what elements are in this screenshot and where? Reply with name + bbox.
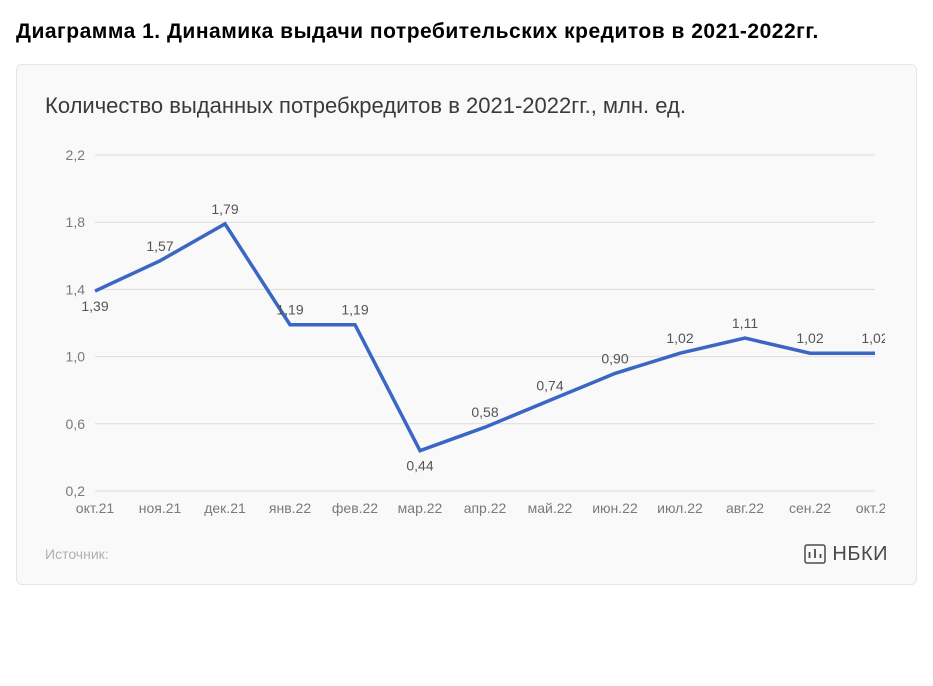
chart-area: 0,2 0,6 1,0 1,4 1,8 2,2 1,39 1,57 1,79 1,19 1,19 0,… (45, 145, 888, 525)
svg-text:1,57: 1,57 (146, 237, 173, 253)
svg-text:1,11: 1,11 (732, 315, 758, 331)
svg-text:апр.22: апр.22 (464, 500, 507, 516)
svg-text:мар.22: мар.22 (398, 500, 443, 516)
line-chart: 0,2 0,6 1,0 1,4 1,8 2,2 1,39 1,57 1,79 1,19 1,19 0,… (45, 145, 885, 525)
svg-text:1,19: 1,19 (341, 301, 368, 317)
svg-text:1,4: 1,4 (66, 281, 86, 297)
svg-text:янв.22: янв.22 (269, 500, 311, 516)
svg-text:1,79: 1,79 (211, 200, 238, 216)
brand-text: НБКИ (832, 543, 888, 566)
svg-text:июн.22: июн.22 (592, 500, 638, 516)
page-title: Диаграмма 1. Динамика выдачи потребитель… (16, 16, 917, 48)
svg-text:0,2: 0,2 (66, 483, 86, 499)
svg-text:май.22: май.22 (528, 500, 573, 516)
chart-card: Количество выданных потребкредитов в 202… (16, 64, 917, 585)
svg-text:0,58: 0,58 (471, 404, 498, 420)
svg-text:окт.21: окт.21 (76, 500, 115, 516)
svg-text:0,6: 0,6 (66, 415, 86, 431)
svg-text:1,0: 1,0 (66, 348, 86, 364)
source-label: Источник: (45, 546, 109, 562)
brand-icon (804, 544, 826, 564)
svg-text:фев.22: фев.22 (332, 500, 378, 516)
svg-text:0,44: 0,44 (406, 457, 433, 473)
chart-footer: Источник: НБКИ (45, 543, 888, 566)
svg-text:0,90: 0,90 (601, 350, 628, 366)
svg-text:дек.21: дек.21 (204, 500, 246, 516)
svg-text:1,02: 1,02 (861, 330, 885, 346)
chart-title: Количество выданных потребкредитов в 202… (45, 93, 888, 119)
svg-text:0,74: 0,74 (536, 377, 563, 393)
svg-text:сен.22: сен.22 (789, 500, 831, 516)
svg-text:июл.22: июл.22 (657, 500, 703, 516)
svg-text:авг.22: авг.22 (726, 500, 764, 516)
svg-text:1,02: 1,02 (796, 330, 823, 346)
svg-text:1,02: 1,02 (666, 330, 693, 346)
brand: НБКИ (804, 543, 888, 566)
svg-text:ноя.21: ноя.21 (139, 500, 182, 516)
svg-text:окт.22: окт.22 (856, 500, 885, 516)
svg-text:1,19: 1,19 (276, 301, 303, 317)
svg-text:2,2: 2,2 (66, 147, 86, 163)
svg-text:1,8: 1,8 (66, 214, 86, 230)
svg-text:1,39: 1,39 (81, 298, 108, 314)
